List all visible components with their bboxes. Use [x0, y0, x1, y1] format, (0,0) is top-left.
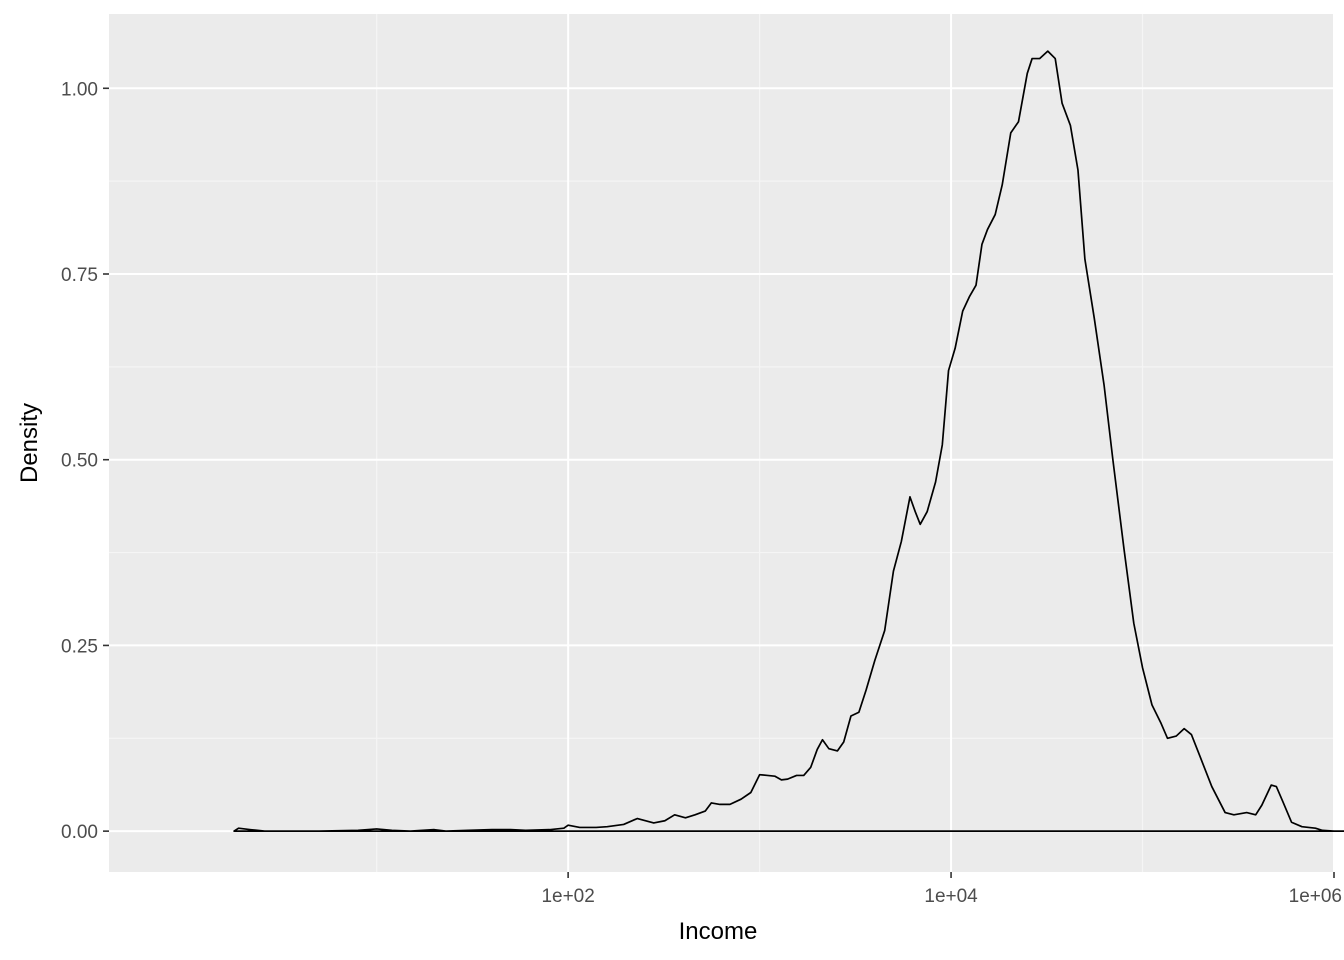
y-tick-label: 0.75 [61, 265, 98, 286]
y-axis: 0.00 0.25 0.50 0.75 1.00 [61, 79, 109, 843]
y-tick-label: 0.50 [61, 451, 98, 472]
y-tick-label: 0.25 [61, 636, 98, 657]
y-tick-label: 1.00 [61, 79, 98, 100]
y-axis-title: Density [16, 403, 43, 483]
density-series [233, 50, 1344, 832]
x-axis: 1e+02 1e+04 1e+06 [541, 872, 1342, 907]
x-axis-title: Income [679, 918, 758, 945]
x-tick-label: 1e+02 [541, 886, 594, 907]
x-tick-label: 1e+04 [924, 886, 978, 907]
density-curve [233, 50, 1344, 832]
grid-minor [109, 14, 1334, 872]
x-tick-label: 1e+06 [1289, 886, 1342, 907]
y-tick-label: 0.00 [61, 822, 98, 843]
panel-background [109, 14, 1334, 872]
